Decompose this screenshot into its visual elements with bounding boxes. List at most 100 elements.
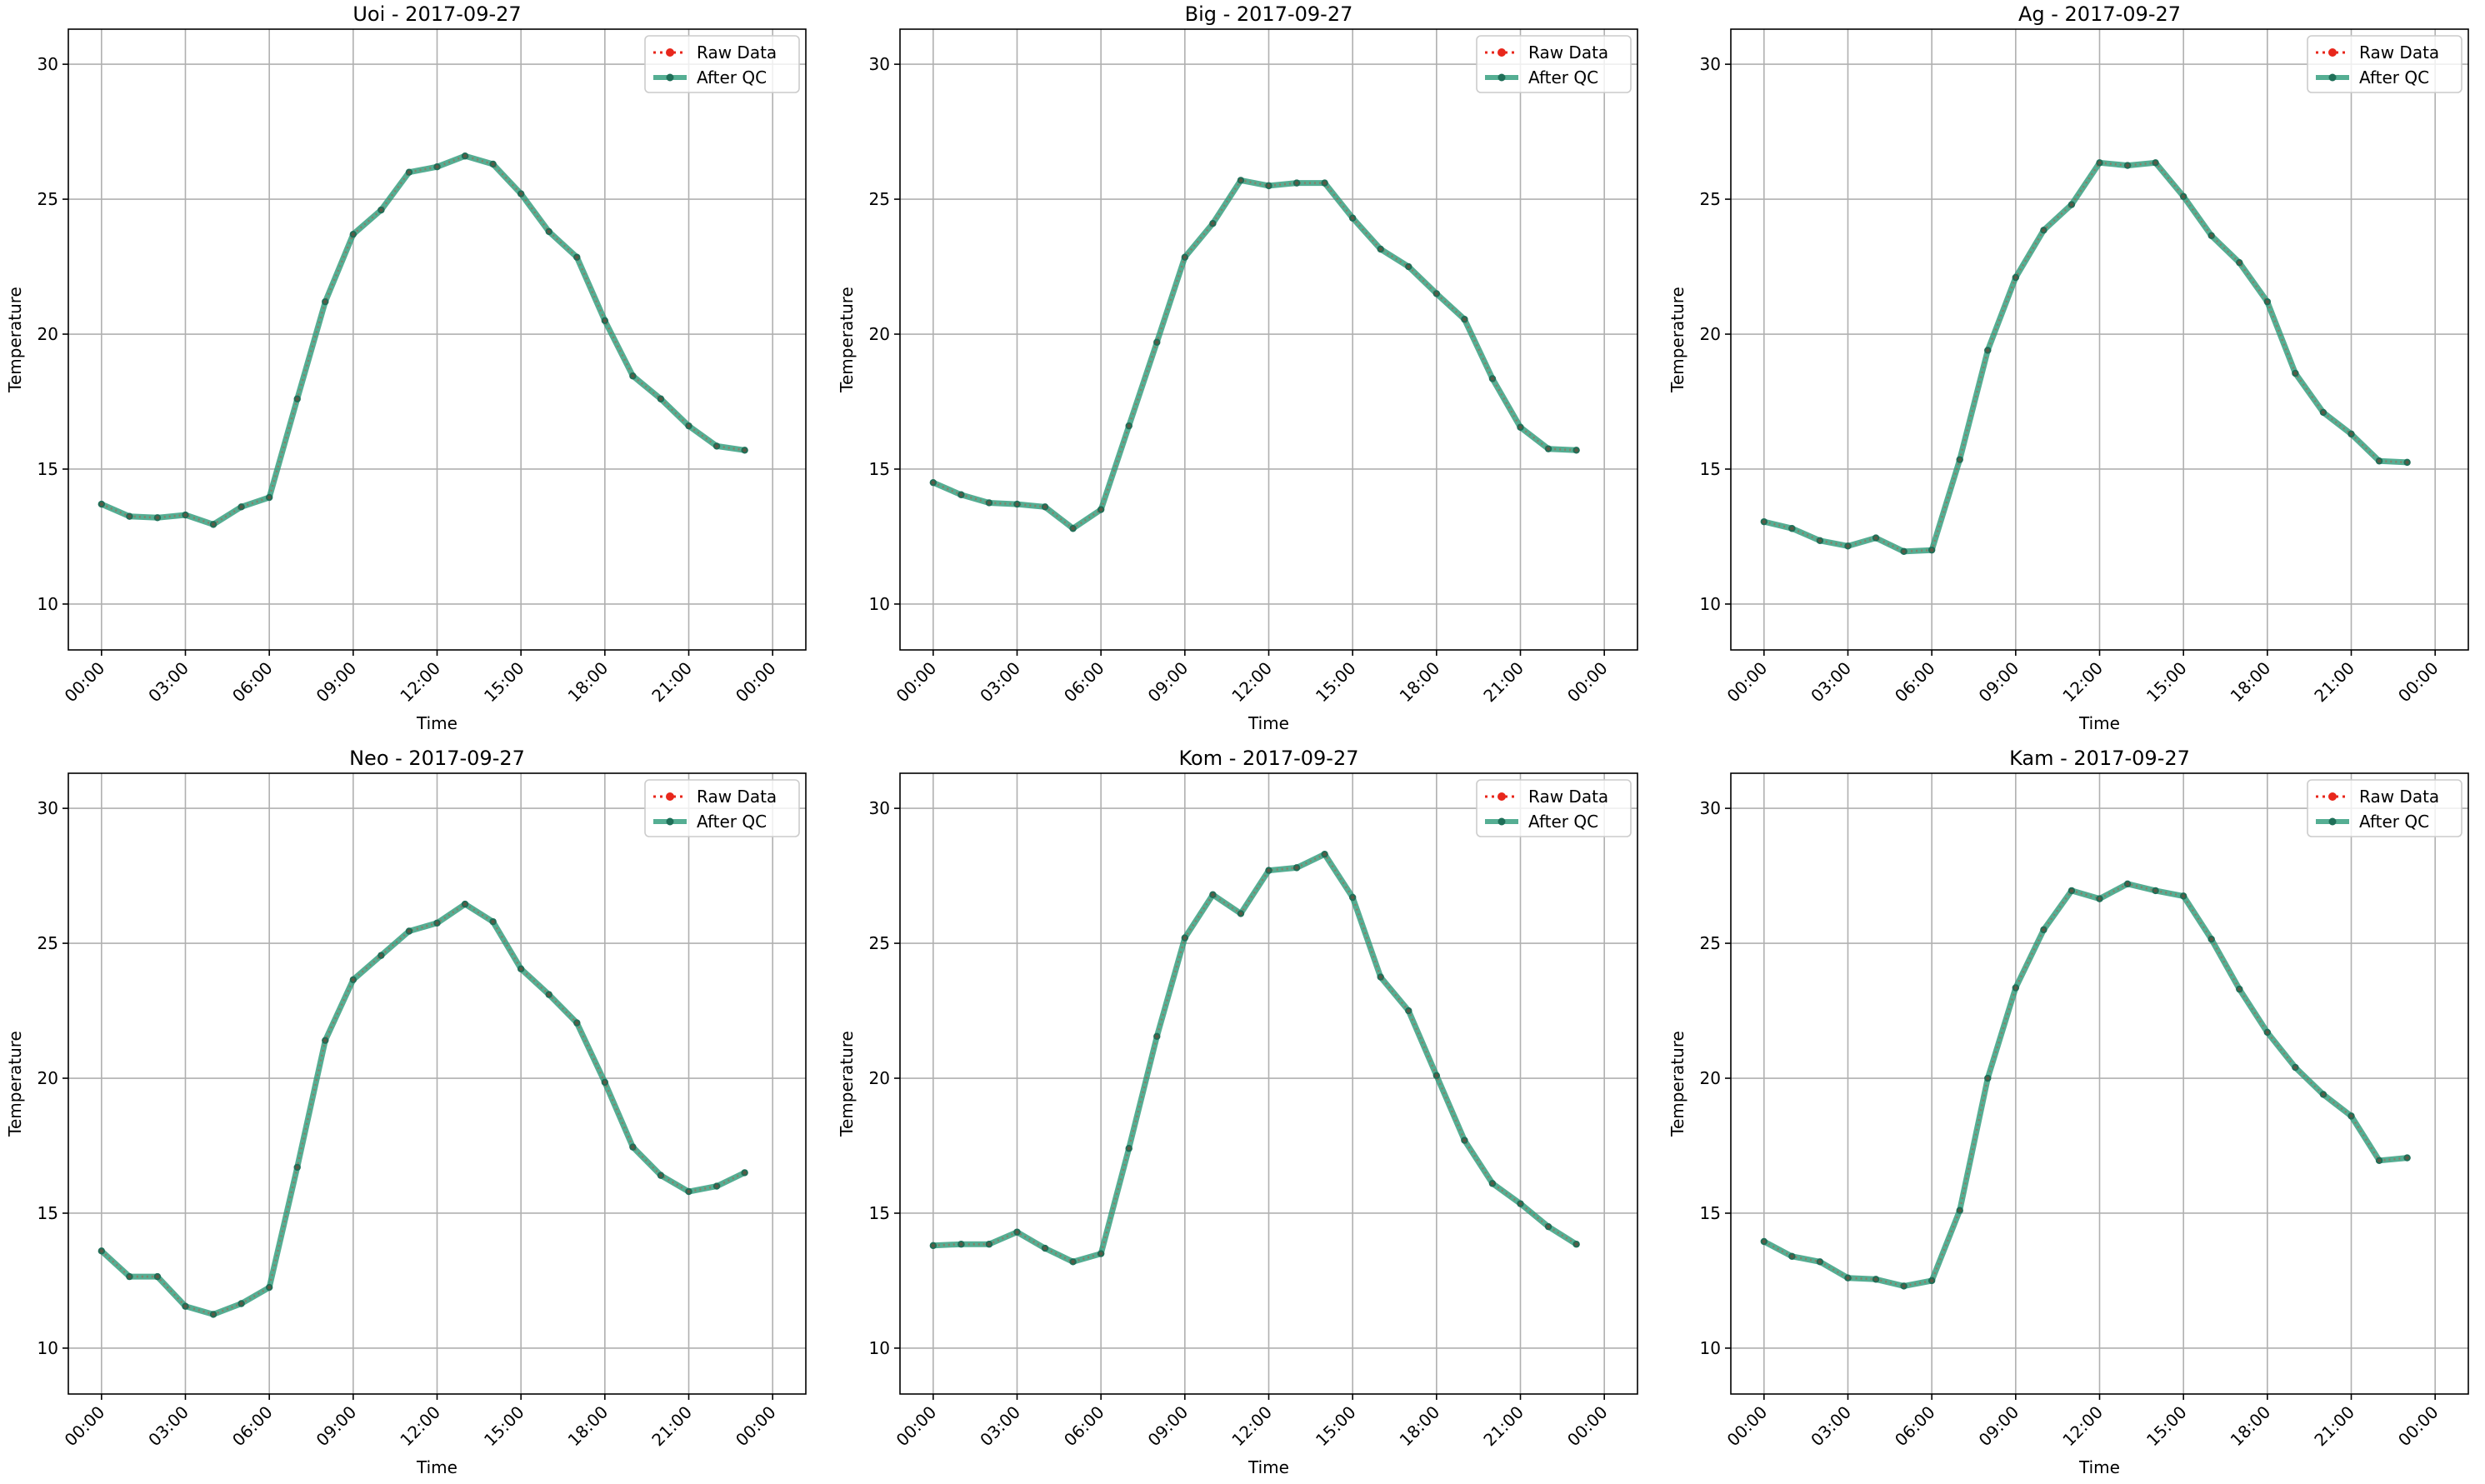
subplot-title: Ag - 2017-09-27: [2018, 2, 2181, 26]
raw-data-point: [1350, 895, 1355, 900]
raw-data-point: [1518, 1202, 1522, 1206]
after-qc-point: [1572, 1241, 1580, 1248]
raw-data-point: [687, 423, 691, 428]
x-axis-label: Time: [416, 1457, 458, 1477]
raw-data-point: [155, 1274, 160, 1279]
y-tick-label: 25: [869, 189, 890, 209]
raw-data-point: [99, 502, 104, 507]
raw-data-point: [2293, 1065, 2298, 1070]
after-qc-point: [1872, 534, 1880, 542]
raw-data-point: [2238, 987, 2242, 992]
raw-data-point: [1490, 1182, 1495, 1186]
legend-qc-label: After QC: [697, 67, 767, 87]
after-qc-point: [573, 1019, 581, 1027]
after-qc-point: [712, 1182, 721, 1190]
after-qc-point: [349, 976, 358, 983]
subplot-title: Uoi - 2017-09-27: [352, 2, 521, 26]
y-tick-label: 25: [38, 189, 58, 209]
raw-data-point: [1574, 448, 1578, 452]
y-tick-label: 30: [1700, 54, 1721, 74]
raw-data-point: [1762, 1239, 1767, 1244]
after-qc-point: [489, 160, 497, 168]
raw-data-point: [491, 162, 495, 167]
y-tick-label: 20: [38, 324, 58, 344]
after-qc-point: [1321, 179, 1328, 187]
after-qc-point: [657, 395, 665, 402]
x-tick-label: 12:00: [396, 1402, 444, 1451]
after-qc-point: [2179, 892, 2188, 900]
y-tick-label: 15: [1700, 1203, 1721, 1223]
after-qc-point: [378, 206, 385, 214]
after-qc-point: [2375, 457, 2383, 465]
subplot: 00:00 03:00 06:00 09:00 12:00 15:00 18:00 21:00…: [5, 2, 807, 733]
raw-data-point: [987, 1242, 992, 1247]
raw-data-point: [435, 164, 439, 169]
raw-data-point: [2405, 460, 2409, 465]
raw-data-point: [1490, 377, 1495, 381]
legend-qc-marker: [666, 73, 674, 82]
legend-raw-label: Raw Data: [697, 787, 777, 807]
after-qc-point: [1292, 864, 1301, 872]
y-tick-label: 25: [1700, 189, 1721, 209]
after-qc-point: [1237, 910, 1245, 917]
subplot: 00:00 03:00 06:00 09:00 12:00 15:00 18:00 21:00…: [5, 747, 807, 1477]
y-axis-label: Temperature: [837, 287, 857, 393]
y-tick-label: 15: [1700, 459, 1721, 479]
raw-data-point: [128, 1274, 132, 1279]
raw-data-point: [602, 1080, 608, 1085]
legend-qc-label: After QC: [1528, 812, 1598, 832]
after-qc-point: [1488, 375, 1497, 382]
raw-data-point: [1434, 1073, 1439, 1077]
legend-qc-label: After QC: [1528, 67, 1598, 87]
y-tick-label: 30: [1700, 798, 1721, 818]
after-qc-point: [126, 1272, 133, 1281]
y-tick-label: 30: [869, 54, 890, 74]
raw-data-point: [1546, 447, 1551, 451]
x-tick-label: 12:00: [2058, 1402, 2107, 1451]
raw-data-point: [1015, 1230, 1019, 1234]
raw-data-point: [1267, 868, 1271, 872]
after-qc-point: [209, 521, 218, 528]
x-tick-label: 00:00: [732, 658, 780, 707]
raw-data-point: [1071, 527, 1075, 531]
legend-qc-label: After QC: [2359, 67, 2429, 87]
after-qc-point: [1544, 445, 1552, 452]
after-qc-point: [2179, 192, 2188, 201]
after-qc-point: [2403, 1154, 2411, 1162]
raw-data-point: [407, 170, 412, 174]
x-tick-label: 00:00: [892, 1402, 941, 1450]
legend-raw-label: Raw Data: [1528, 42, 1608, 62]
raw-data-point: [1846, 1276, 1850, 1280]
raw-data-point: [1211, 222, 1215, 226]
x-tick-label: 12:00: [2058, 658, 2107, 707]
raw-data-line: [100, 902, 746, 1316]
raw-data-point: [2349, 1114, 2353, 1118]
after-qc-point: [2348, 430, 2355, 438]
x-tick-label: 18:00: [1396, 657, 1444, 706]
x-tick-label: 06:00: [1891, 658, 1939, 707]
raw-data-point: [1846, 544, 1850, 548]
raw-data-point: [2181, 894, 2186, 898]
after-qc-point: [1265, 182, 1272, 190]
after-qc-point: [2263, 297, 2272, 306]
x-tick-label: 00:00: [2394, 1402, 2442, 1451]
after-qc-point: [1432, 290, 1441, 297]
raw-data-point: [2069, 888, 2074, 893]
raw-data-point: [687, 1189, 691, 1194]
raw-data-point: [1098, 1252, 1103, 1256]
raw-data-point: [1902, 549, 1906, 553]
after-qc-point: [209, 1311, 218, 1318]
after-qc-point: [349, 230, 358, 238]
after-qc-point: [2152, 887, 2159, 895]
raw-data-point: [183, 1304, 188, 1308]
y-tick-label: 20: [1700, 324, 1721, 344]
raw-data-point: [1182, 936, 1188, 940]
raw-data-point: [183, 512, 188, 517]
after-qc-point: [629, 372, 637, 380]
raw-data-point: [1929, 1278, 1934, 1283]
x-axis-label: Time: [1248, 713, 1289, 733]
legend: Raw Data After QC: [644, 779, 800, 837]
raw-data-point: [1546, 1224, 1551, 1229]
after-qc-point: [657, 1172, 665, 1179]
subplot: 00:00 03:00 06:00 09:00 12:00 15:00 18:00 21:00…: [837, 2, 1638, 733]
